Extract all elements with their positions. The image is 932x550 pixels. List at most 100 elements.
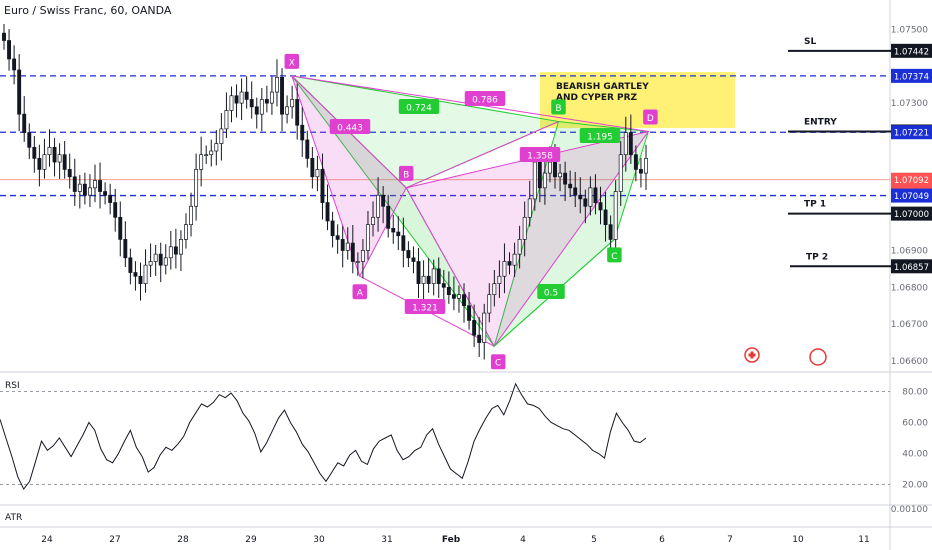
candle-body	[133, 272, 138, 277]
candle-body	[391, 228, 396, 233]
candle-body	[603, 209, 608, 226]
candle-body	[57, 154, 62, 163]
candle-body	[335, 235, 340, 240]
candle-body	[598, 202, 603, 211]
prz-label-line-2: AND CYPER PRZ	[556, 93, 638, 103]
candle-body	[2, 32, 6, 41]
candle-body	[184, 224, 188, 240]
candle-body	[558, 172, 563, 178]
prz-box	[540, 72, 735, 128]
candle-body	[467, 305, 472, 321]
point-a-label-bg	[352, 284, 368, 300]
price-label-3: 1.07221	[894, 129, 929, 139]
candle-body	[77, 183, 82, 192]
price-label-box-4	[891, 172, 932, 187]
ratio-label-0: 0.443	[337, 124, 363, 134]
candle-body	[517, 239, 522, 255]
candle-body	[462, 294, 466, 307]
candle-body	[416, 261, 421, 284]
candle-body	[158, 253, 163, 266]
point-x-label-bg	[284, 53, 300, 69]
rsi-axis-tick: 20.00	[902, 481, 928, 491]
candle-body	[173, 246, 178, 255]
candle-body	[290, 99, 295, 108]
candle-body	[340, 239, 345, 251]
candle-body	[123, 239, 128, 259]
ratio-label-3: 1.358	[527, 152, 553, 162]
candle-body	[401, 235, 406, 251]
level-label-sl: SL	[804, 37, 816, 47]
price-label-box-1	[891, 68, 932, 83]
candle-body	[618, 154, 623, 192]
candle-body	[295, 99, 300, 126]
candle-body	[305, 139, 310, 159]
candle-body	[148, 261, 153, 266]
candle-body	[487, 294, 492, 314]
ratio-label-6-bg	[537, 284, 565, 299]
candle-body	[527, 198, 532, 218]
point-c2-label: C	[611, 252, 617, 262]
candle-body	[103, 191, 108, 196]
candle-body	[502, 261, 507, 277]
event-icon[interactable]	[809, 348, 827, 366]
candle-body	[254, 106, 259, 115]
rsi-axis-tick: 40.00	[902, 450, 928, 460]
candle-body	[436, 268, 441, 284]
atr-axis-tick: 0.00100	[891, 505, 928, 515]
candle-body	[376, 194, 381, 218]
point-b2-label: B	[555, 104, 561, 114]
candle-body	[27, 132, 32, 148]
price-label-box-6	[891, 188, 932, 203]
candle-body	[315, 169, 320, 178]
candle-body	[7, 40, 12, 60]
ratio-label-4-bg	[579, 128, 621, 143]
candle-body	[542, 172, 547, 189]
candle-body	[355, 261, 360, 263]
xaxis-tick-10: 10	[792, 535, 804, 545]
candle-body	[345, 242, 350, 251]
candle-body	[249, 99, 254, 108]
xaxis-tick-27: 27	[109, 535, 120, 545]
candle-body	[300, 124, 305, 141]
candle-body	[17, 69, 22, 115]
candle-body	[371, 216, 375, 226]
candle-body	[507, 261, 512, 266]
xaxis-tick-24: 24	[41, 535, 53, 545]
swiss-cross-v-icon	[750, 351, 754, 359]
candle-body	[98, 180, 102, 192]
candle-body	[108, 194, 113, 203]
candle-body	[62, 154, 67, 170]
candle-body	[512, 253, 517, 266]
candle-body	[72, 176, 77, 192]
point-c-label: C	[495, 359, 501, 369]
candle-body	[82, 183, 87, 196]
candle-body	[492, 283, 497, 296]
candle-body	[457, 294, 461, 299]
ratio-label-0-bg	[329, 119, 371, 134]
candle-body	[229, 95, 234, 111]
candle-body	[628, 132, 633, 156]
candle-body	[52, 146, 57, 163]
point-d-label-bg	[643, 109, 658, 125]
candle-body	[209, 150, 214, 156]
candle-body	[573, 187, 578, 196]
candle-body	[360, 250, 365, 262]
candle-body	[275, 76, 279, 93]
candle-body	[613, 191, 618, 240]
candle-body	[532, 161, 537, 200]
candle-body	[386, 205, 391, 229]
candle-body	[310, 158, 315, 178]
rsi-title: RSI	[5, 381, 20, 391]
point-b-label: B	[403, 170, 409, 180]
candle-body	[244, 91, 249, 100]
price-axis-tick: 1.06900	[891, 246, 928, 256]
candle-body	[522, 216, 527, 240]
rsi-axis-tick: 80.00	[902, 388, 928, 398]
atr-title: ATR	[5, 513, 22, 523]
price-label-0: 1.07442	[894, 47, 929, 57]
candle-body	[199, 154, 204, 170]
candle-body	[67, 169, 72, 178]
candle-body	[608, 224, 613, 240]
candle-body	[168, 246, 173, 259]
